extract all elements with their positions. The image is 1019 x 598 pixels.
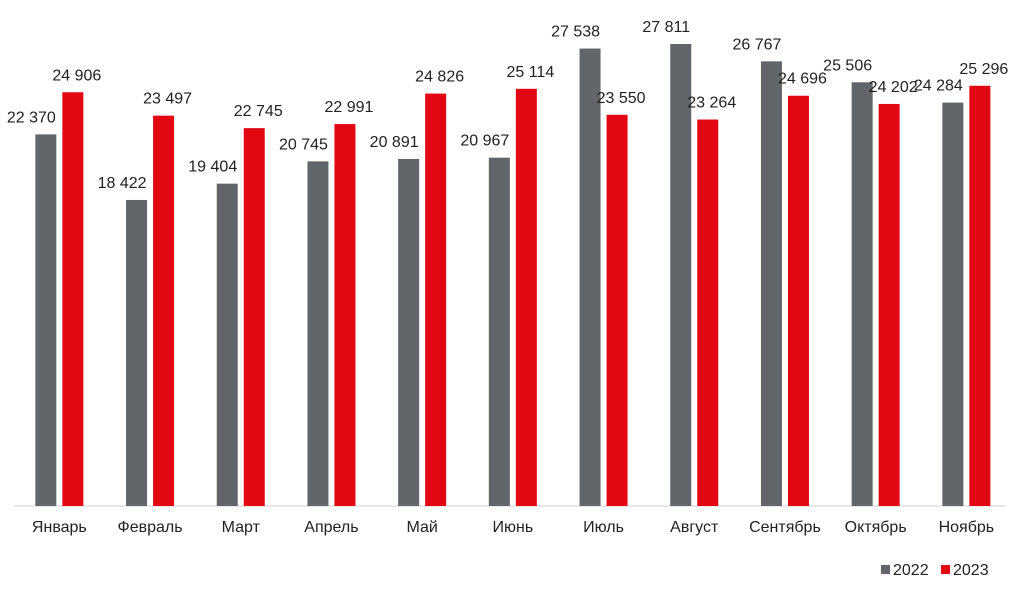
legend-swatch-2023 bbox=[941, 565, 950, 574]
value-label-2023-9: 24 696 bbox=[778, 71, 827, 88]
value-label-2022-7: 27 538 bbox=[551, 24, 600, 41]
bar-2022-5 bbox=[398, 158, 420, 507]
bar-2023-11 bbox=[969, 85, 991, 506]
bars-layer bbox=[35, 44, 991, 507]
bar-2022-9 bbox=[760, 61, 782, 506]
bar-2023-6 bbox=[515, 88, 537, 506]
value-label-2023-10: 24 202 bbox=[869, 79, 918, 96]
value-label-2023-4: 22 991 bbox=[324, 99, 373, 116]
value-label-2023-2: 23 497 bbox=[143, 91, 192, 108]
category-label-3: Март bbox=[222, 519, 261, 536]
category-label-1: Январь bbox=[32, 519, 87, 536]
category-label-2: Февраль bbox=[118, 519, 183, 536]
bar-2022-8 bbox=[670, 44, 692, 506]
bar-2023-10 bbox=[878, 103, 900, 506]
value-label-2022-10: 25 506 bbox=[823, 57, 872, 74]
bar-2023-2 bbox=[153, 115, 175, 506]
value-label-2022-3: 19 404 bbox=[188, 159, 237, 176]
value-label-2022-9: 26 767 bbox=[732, 36, 781, 53]
value-label-2022-2: 18 422 bbox=[98, 175, 147, 192]
category-ticks-layer: Январь Февраль Март Апрель Май Июнь Июль Август… bbox=[32, 519, 994, 536]
bar-2023-1 bbox=[62, 92, 84, 506]
bar-2022-7 bbox=[579, 48, 601, 507]
legend-label-2023: 2023 bbox=[953, 562, 989, 579]
value-label-2022-8: 27 811 bbox=[642, 19, 690, 36]
value-label-2022-6: 20 967 bbox=[460, 133, 509, 150]
bar-2023-3 bbox=[243, 128, 265, 507]
value-labels-layer: 22 370 24 906 18 422 23 497 19 404 22 745 20 7… bbox=[7, 19, 1009, 192]
category-label-6: Июнь bbox=[493, 519, 534, 536]
bar-2023-7 bbox=[606, 114, 628, 506]
value-label-2022-4: 20 745 bbox=[279, 136, 328, 153]
category-label-10: Октябрь bbox=[845, 519, 907, 536]
value-label-2022-1: 22 370 bbox=[7, 109, 56, 126]
value-label-2023-1: 24 906 bbox=[52, 67, 101, 84]
value-label-2022-5: 20 891 bbox=[370, 134, 419, 151]
bar-2022-1 bbox=[35, 134, 57, 507]
value-label-2023-11: 25 296 bbox=[959, 61, 1008, 78]
bar-2023-4 bbox=[334, 124, 356, 507]
category-label-5: Май bbox=[406, 519, 437, 536]
bar-2022-6 bbox=[488, 157, 510, 507]
category-label-4: Апрель bbox=[304, 519, 358, 536]
category-label-9: Сентябрь bbox=[749, 519, 821, 536]
category-label-7: Июль bbox=[583, 519, 624, 536]
legend-label-2022: 2022 bbox=[893, 562, 929, 579]
bar-2022-3 bbox=[216, 183, 238, 506]
value-label-2023-7: 23 550 bbox=[597, 90, 646, 107]
value-label-2023-8: 23 264 bbox=[687, 95, 736, 112]
value-label-2022-11: 24 284 bbox=[914, 78, 963, 95]
bar-2022-10 bbox=[851, 82, 873, 507]
legend: 2022 2023 bbox=[881, 562, 989, 579]
value-label-2023-5: 24 826 bbox=[415, 69, 464, 86]
category-label-8: Август bbox=[670, 519, 719, 536]
bar-2023-9 bbox=[787, 95, 809, 506]
legend-swatch-2022 bbox=[881, 565, 890, 574]
bar-2023-8 bbox=[697, 119, 719, 506]
value-label-2023-3: 22 745 bbox=[234, 103, 283, 120]
value-label-2023-6: 25 114 bbox=[506, 64, 554, 81]
bar-2022-11 bbox=[942, 102, 964, 506]
bar-2022-2 bbox=[126, 199, 148, 506]
bar-2023-5 bbox=[425, 93, 447, 506]
category-label-11: Ноябрь bbox=[939, 519, 995, 536]
bar-2022-4 bbox=[307, 161, 329, 506]
